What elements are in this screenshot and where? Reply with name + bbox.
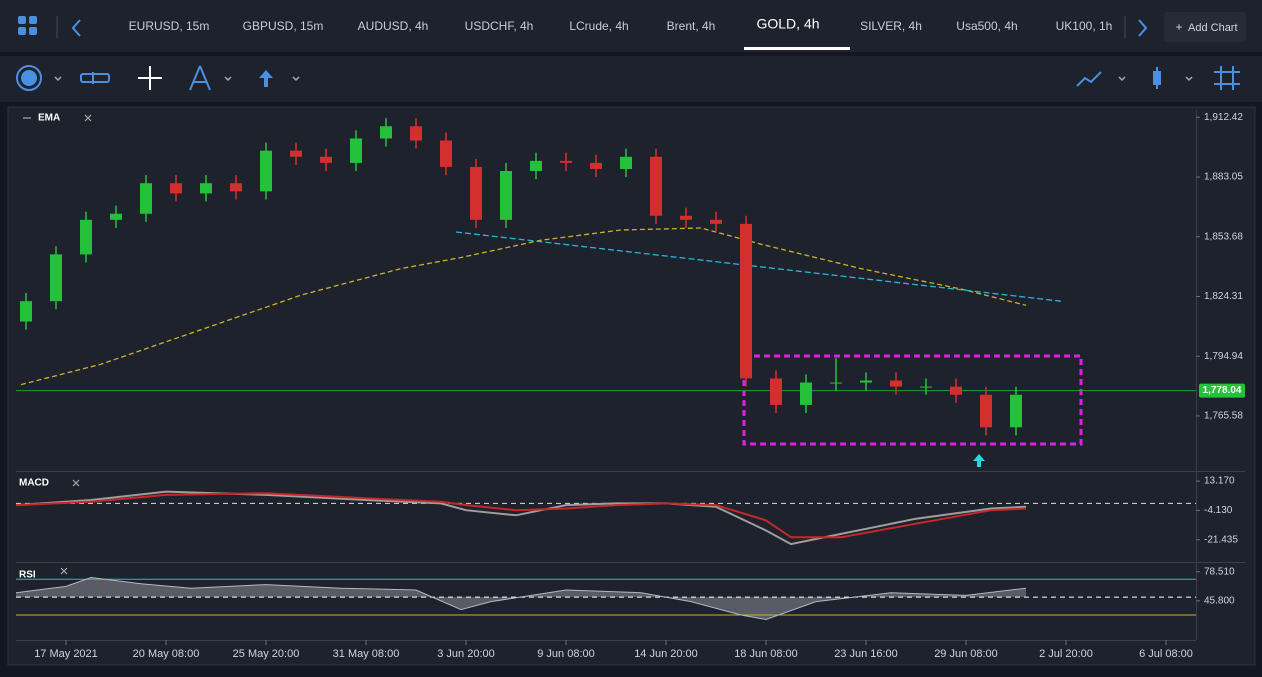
tabs-prev[interactable] <box>71 19 81 37</box>
active-tab-underline <box>744 47 850 50</box>
x-tick-label: 23 Jun 16:00 <box>834 648 898 660</box>
candle-body <box>1010 394 1022 428</box>
tab[interactable]: UK100, 1h <box>1056 19 1113 33</box>
macd-line <box>15 492 1027 539</box>
y-tick-label: 1,883.05 <box>1204 172 1243 183</box>
tab[interactable]: LCrude, 4h <box>569 19 628 33</box>
x-tick-label: 25 May 20:00 <box>233 648 300 660</box>
candle-body <box>560 160 572 163</box>
tab[interactable]: SILVER, 4h <box>860 19 922 33</box>
y-tick-label: -4.130 <box>1204 505 1233 516</box>
y-tick-label: 1,853.68 <box>1204 231 1243 242</box>
pane-label[interactable]: EMA <box>38 113 60 124</box>
candle-body <box>500 171 512 220</box>
rsi-line <box>15 576 1027 621</box>
candle-body <box>890 380 902 387</box>
x-tick-label: 17 May 2021 <box>34 648 98 660</box>
candle-body <box>290 150 302 157</box>
candle-body <box>920 386 932 388</box>
candle-body <box>950 386 962 395</box>
x-tick-label: 14 Jun 20:00 <box>634 648 698 660</box>
last-price-tag <box>1199 383 1245 398</box>
tabs: EURUSD, 15m GBPUSD, 15m AUDUSD, 4h USDCHF, … <box>129 16 1113 50</box>
y-tick-label: 1,912.42 <box>1204 112 1243 123</box>
x-tick-label: 9 Jun 08:00 <box>537 648 595 660</box>
candle-body <box>470 166 482 220</box>
x-tick-label: 3 Jun 20:00 <box>437 648 495 660</box>
y-tick-label: 1,765.58 <box>1204 411 1243 422</box>
tab[interactable]: GBPUSD, 15m <box>243 19 324 33</box>
last-price-label: 1,778.04 <box>1203 385 1242 396</box>
x-tick-label: 6 Jul 08:00 <box>1139 648 1193 660</box>
candle-body <box>680 215 692 220</box>
y-tick-label: 1,794.94 <box>1204 351 1243 362</box>
tab-bar <box>0 0 1262 52</box>
candle-body <box>770 378 782 405</box>
candle-body <box>710 219 722 224</box>
candle-body <box>50 254 62 302</box>
trend-line <box>455 231 1062 302</box>
pane-label[interactable]: RSI <box>19 570 36 581</box>
candle-body <box>350 138 362 163</box>
candle-body <box>80 219 92 255</box>
candle-body <box>110 213 122 220</box>
candle-body <box>740 223 752 379</box>
y-tick-label: 78.510 <box>1204 566 1235 577</box>
candle-body <box>320 156 332 163</box>
candle-body <box>140 183 152 214</box>
svg-text:+: + <box>1175 20 1182 34</box>
x-tick-label: 18 Jun 08:00 <box>734 648 798 660</box>
candle-body <box>200 183 212 194</box>
candle-body <box>830 382 842 384</box>
tab[interactable]: Brent, 4h <box>667 19 716 33</box>
y-tick-label: 45.800 <box>1204 596 1235 607</box>
chart-panel <box>7 106 1256 666</box>
y-tick-label: 1,824.31 <box>1204 291 1243 302</box>
tab[interactable]: Usa500, 4h <box>956 19 1017 33</box>
range-box <box>742 354 1083 446</box>
y-tick-label: -21.435 <box>1204 534 1238 545</box>
candle-body <box>530 160 542 172</box>
tab[interactable]: EURUSD, 15m <box>129 19 210 33</box>
tab[interactable]: USDCHF, 4h <box>465 19 534 33</box>
x-tick-label: 29 Jun 08:00 <box>934 648 998 660</box>
candle-body <box>590 162 602 169</box>
candle-body <box>800 382 812 405</box>
toolbar <box>0 56 1262 102</box>
candle-body <box>980 394 992 428</box>
tabs-next[interactable] <box>1138 19 1148 37</box>
candle-body <box>170 183 182 194</box>
candle-body <box>20 301 32 322</box>
candle-body <box>380 126 392 139</box>
pane-controls[interactable] <box>23 114 92 575</box>
pane-label[interactable]: MACD <box>19 478 49 489</box>
candle-body <box>620 156 632 169</box>
add-chart-label[interactable]: Add Chart <box>1188 22 1238 34</box>
candle-body <box>260 150 272 192</box>
candle-body <box>410 126 422 141</box>
candle-body <box>440 140 452 167</box>
x-tick-label: 31 May 08:00 <box>333 648 400 660</box>
tab[interactable]: GOLD, 4h <box>756 16 819 32</box>
ema-line <box>20 227 1027 386</box>
tab[interactable]: AUDUSD, 4h <box>358 19 429 33</box>
add-chart-button[interactable]: + Add Chart <box>1164 12 1246 42</box>
signal-arrow <box>973 454 985 467</box>
plot: 17 May 2021 20 May 08:00 25 May 20:00 31 Ma… <box>15 112 1245 660</box>
candle-body <box>230 183 242 192</box>
y-tick-label: 13.170 <box>1204 476 1235 487</box>
x-tick-label: 20 May 08:00 <box>133 648 200 660</box>
rsi-area <box>16 577 1026 620</box>
layout-icon[interactable] <box>18 16 37 35</box>
candle-body <box>860 380 872 383</box>
x-tick-label: 2 Jul 20:00 <box>1039 648 1093 660</box>
toolbar-icons[interactable] <box>16 65 1240 91</box>
candle-body <box>650 156 662 216</box>
